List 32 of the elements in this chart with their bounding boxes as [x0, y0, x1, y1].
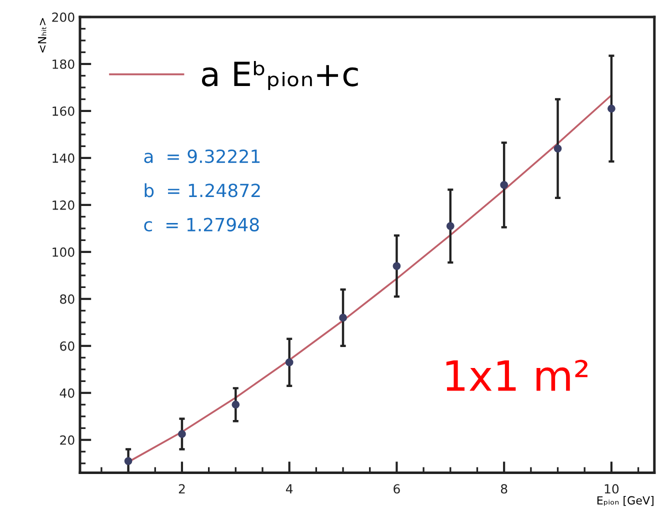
y-tick-label: 20 [60, 435, 74, 445]
x-tick-label: 10 [604, 484, 619, 494]
legend-label: a Eᵇₚᵢₒₙ+c [202, 60, 358, 90]
y-axis-title: <Nₕᵢₜ> [38, 18, 46, 53]
y-tick-label: 120 [52, 200, 74, 210]
point [446, 222, 454, 230]
x-tick-label: 2 [178, 484, 185, 494]
point [500, 181, 508, 189]
point [124, 457, 132, 465]
y-tick-label: 80 [60, 294, 74, 304]
point [339, 314, 347, 322]
y-tick-label: 200 [52, 12, 74, 22]
point [554, 144, 562, 153]
annotation: 1x1 m² [446, 360, 588, 391]
y-tick-label: 40 [60, 388, 74, 398]
point [232, 400, 240, 409]
y-tick-label: 160 [52, 106, 74, 116]
annotation: b = 1.24872 [144, 183, 260, 198]
point [178, 430, 186, 438]
y-tick-label: 140 [52, 153, 74, 163]
y-tick-label: 100 [52, 247, 74, 257]
annotation: a = 9.32221 [144, 149, 260, 164]
annotation: c = 1.27948 [144, 218, 259, 232]
x-axis-title: Eₚᵢₒₙ [GeV] [597, 496, 654, 506]
point [392, 262, 401, 270]
point [285, 358, 294, 366]
x-tick-label: 6 [394, 484, 400, 494]
x-tick-label: 8 [500, 484, 508, 494]
y-tick-label: 60 [60, 341, 74, 351]
x-tick-label: 4 [286, 484, 293, 494]
point [607, 104, 616, 113]
y-tick-label: 180 [52, 59, 74, 69]
